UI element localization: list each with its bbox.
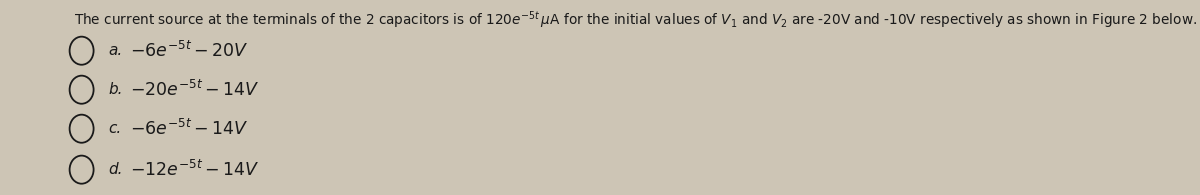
Text: d.: d. [108, 162, 122, 177]
Text: $-20e^{-5t} - 14V$: $-20e^{-5t} - 14V$ [130, 80, 259, 100]
Text: $-6e^{-5t} - 20V$: $-6e^{-5t} - 20V$ [130, 41, 248, 61]
Text: c.: c. [108, 121, 121, 136]
Text: The current source at the terminals of the 2 capacitors is of $120e^{-5t}\,\mu$A: The current source at the terminals of t… [74, 10, 1200, 31]
Text: b.: b. [108, 82, 122, 97]
Text: $-12e^{-5t} - 14V$: $-12e^{-5t} - 14V$ [130, 160, 259, 180]
Text: a.: a. [108, 43, 122, 58]
Text: $-6e^{-5t} - 14V$: $-6e^{-5t} - 14V$ [130, 119, 248, 139]
